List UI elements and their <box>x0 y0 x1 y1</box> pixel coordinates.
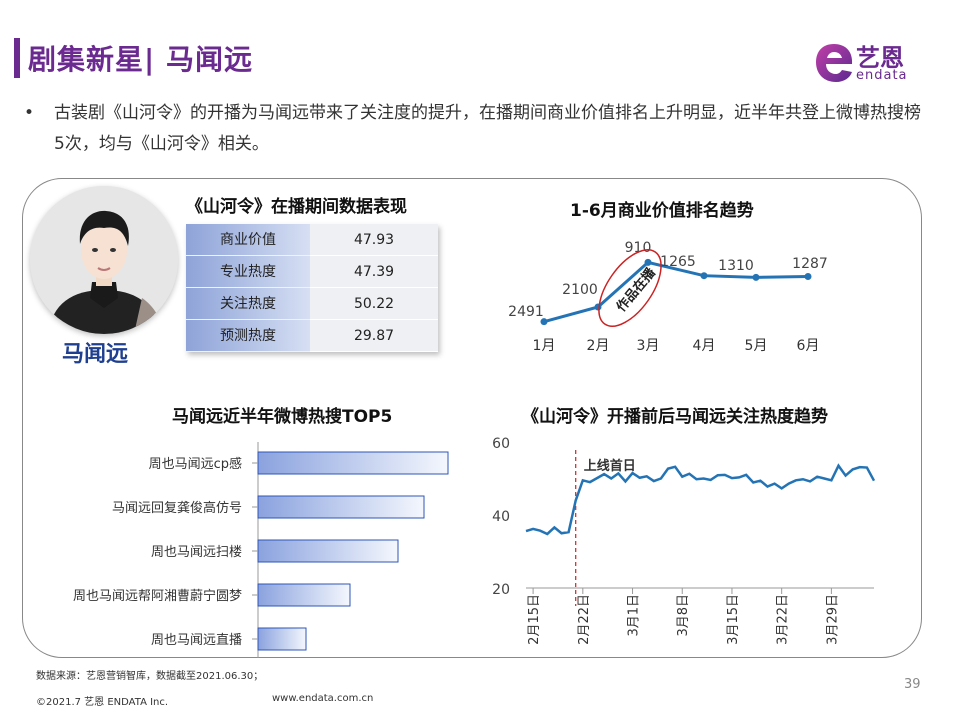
rank-point <box>594 303 602 311</box>
attention-x-tick-label: 3月22日 <box>776 594 791 645</box>
rank-month-label: 6月 <box>797 338 820 354</box>
hotsearch-category-label: 周也马闻远扫楼 <box>151 545 242 560</box>
rank-data-label: 1310 <box>718 258 754 274</box>
rank-month-label: 5月 <box>745 338 768 354</box>
rank-data-label: 910 <box>625 240 652 256</box>
hotsearch-bar <box>257 539 399 563</box>
attention-x-tick-label: 3月8日 <box>676 594 691 637</box>
attention-y-tick-label: 40 <box>492 509 510 525</box>
perf-value: 50.22 <box>310 288 438 320</box>
rank-month-label: 1月 <box>533 338 556 354</box>
perf-row-commercial: 商业价值 47.93 <box>186 224 438 256</box>
hotsearch-bar <box>257 495 425 519</box>
website: www.endata.com.cn <box>272 693 374 704</box>
attention-trend-chart: 20 40 60 上线首日 2月15日 2月22日 3月1日 3月8日 3月15日 3月22日 3月… <box>492 436 876 645</box>
rank-chart-title: 1-6月商业价值排名趋势 <box>570 201 754 221</box>
page-number: 39 <box>904 677 921 692</box>
rank-data-label: 2100 <box>562 282 598 298</box>
attention-y-tick-label: 20 <box>492 582 510 598</box>
avatar <box>30 186 178 334</box>
bullet-dot: • <box>24 103 35 123</box>
perf-value: 29.87 <box>310 320 438 352</box>
rank-data-label: 2491 <box>508 304 544 320</box>
rank-data-label: 1265 <box>660 254 696 270</box>
rank-month-label: 3月 <box>637 338 660 354</box>
hotsearch-bar-chart: 周也马闻远cp感马闻远回复龚俊高仿号周也马闻远扫楼周也马闻远帮阿湘曹蔚宁圆梦周也… <box>73 442 449 658</box>
attention-x-tick-label: 3月29日 <box>825 594 840 645</box>
hotsearch-bar <box>257 583 351 607</box>
hotsearch-bar <box>257 627 307 651</box>
rank-point <box>540 318 548 326</box>
perf-label: 预测热度 <box>186 320 310 352</box>
rank-month-label: 2月 <box>587 338 610 354</box>
portrait-image <box>30 186 178 334</box>
logo-subtext: endata <box>856 68 908 83</box>
endata-logo: 艺恩 endata <box>812 38 932 88</box>
hotsearch-chart-title: 马闻远近半年微博热搜TOP5 <box>172 407 393 427</box>
perf-value: 47.39 <box>310 256 438 288</box>
summary-bullet: • 古装剧《山河令》的开播为马闻远带来了关注度的提升，在播期间商业价值排名上升明… <box>24 98 924 160</box>
rank-point <box>804 273 812 281</box>
attention-x-tick-label: 2月15日 <box>527 594 542 645</box>
rank-series-line <box>543 260 809 324</box>
summary-text: 古装剧《山河令》的开播为马闻远带来了关注度的提升，在播期间商业价值排名上升明显，… <box>54 103 921 154</box>
perf-table: 商业价值 47.93 专业热度 47.39 关注热度 50.22 预测热度 29… <box>186 224 438 352</box>
rank-point <box>700 272 708 280</box>
logo-text: 艺恩 <box>856 44 904 72</box>
rank-data-label: 1287 <box>792 256 828 272</box>
attention-x-tick-label: 3月15日 <box>726 594 741 645</box>
hotsearch-category-label: 周也马闻远帮阿湘曹蔚宁圆梦 <box>73 588 242 604</box>
perf-label: 专业热度 <box>186 256 310 288</box>
perf-row-forecast: 预测热度 29.87 <box>186 320 438 352</box>
hotsearch-bar <box>257 451 449 475</box>
hotsearch-category-label: 周也马闻远直播 <box>151 633 242 648</box>
attention-series-line <box>525 463 876 536</box>
perf-row-professional: 专业热度 47.39 <box>186 256 438 288</box>
perf-value: 47.93 <box>310 224 438 256</box>
rank-month-label: 4月 <box>693 338 716 354</box>
launch-day-label: 上线首日 <box>584 458 636 474</box>
rank-point <box>752 273 760 281</box>
attention-chart-title: 《山河令》开播前后马闻远关注热度趋势 <box>522 407 828 427</box>
perf-row-attention: 关注热度 50.22 <box>186 288 438 320</box>
data-source: 数据来源：艺恩营销智库，数据截至2021.06.30； <box>36 671 264 682</box>
title-accent-bar <box>14 38 20 78</box>
perf-label: 商业价值 <box>186 224 310 256</box>
attention-x-tick-label: 2月22日 <box>577 594 592 645</box>
hotsearch-category-label: 周也马闻远cp感 <box>149 456 242 472</box>
rank-point <box>644 258 652 266</box>
attention-y-tick-label: 60 <box>492 436 510 452</box>
perf-table-title: 《山河令》在播期间数据表现 <box>186 197 407 217</box>
perf-label: 关注热度 <box>186 288 310 320</box>
rank-annotation-ring <box>598 249 662 327</box>
endata-logo-icon <box>816 44 853 82</box>
attention-x-tick-label: 3月1日 <box>627 594 642 637</box>
person-name: 马闻远 <box>62 342 129 367</box>
copyright: ©2021.7 艺恩 ENDATA Inc. <box>36 697 169 708</box>
hotsearch-category-label: 马闻远回复龚俊高仿号 <box>112 500 242 516</box>
content-frame <box>22 178 922 658</box>
page-title: 剧集新星| 马闻远 <box>28 43 253 76</box>
